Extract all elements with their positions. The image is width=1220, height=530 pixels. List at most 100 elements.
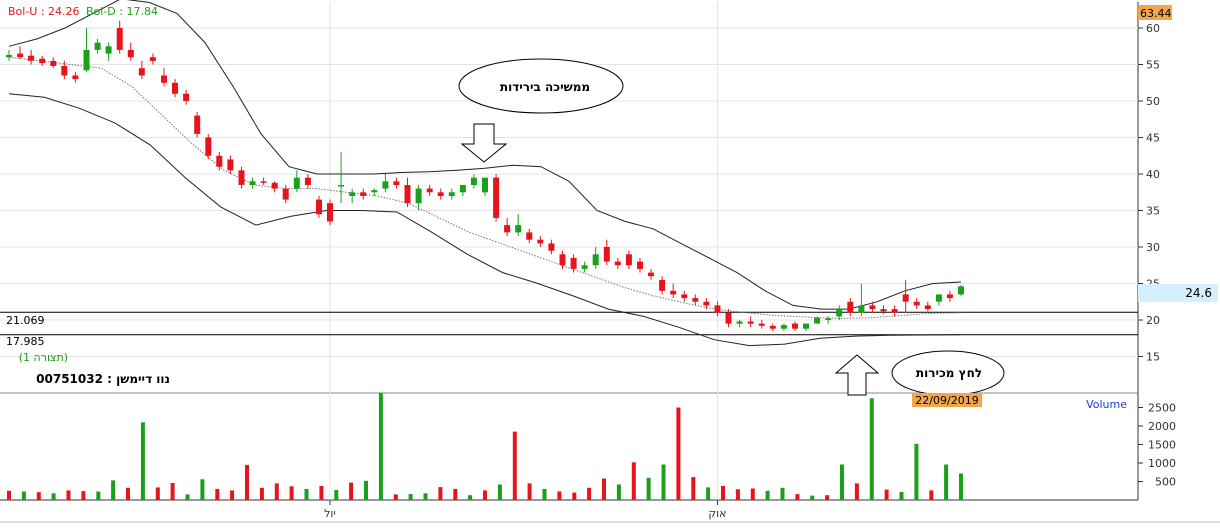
candle-body [360,192,367,196]
volume-bar [96,491,101,500]
volume-bar [840,464,844,500]
support-lines [0,311,1138,336]
volume-bar [765,490,770,501]
volume-bar [661,464,666,500]
volume-bar [423,493,428,500]
volume-bar [572,492,577,500]
volume-bar [408,494,413,500]
volume-bar [170,483,175,500]
candle-body [17,53,24,58]
date-label: 22/09/2019 [915,394,978,407]
candle-body [271,182,278,189]
candle-body [493,177,500,218]
candle-body [692,298,699,302]
candle-body [869,305,876,310]
candle-body [758,323,765,326]
candle-body [216,155,223,167]
candle-body [94,42,101,50]
candle-body [703,301,710,306]
candle-body [814,317,821,324]
volume-bar [631,462,636,500]
candle-body [415,188,422,204]
volume-bar [289,486,294,500]
price-tick-label: 20 [1146,314,1160,327]
candle-body [61,66,68,76]
view-label: (תצורה 1) [19,351,68,364]
volume-bar [929,490,934,500]
volume-bar [691,477,696,500]
volume-bar [706,487,711,500]
volume-tick-label: 1500 [1148,439,1176,452]
candle-body [316,199,322,215]
candle-body [736,321,743,324]
volume-bar [200,479,205,500]
candle-body [327,203,333,222]
volume-bar [215,488,220,500]
volume-bar [274,483,279,500]
candle-body [338,185,345,187]
candle-body [847,301,854,313]
annotation-bubble-down [458,58,624,114]
volume-bar [21,491,26,500]
candle-body [293,177,300,189]
candle-body [858,305,865,313]
current-price-value: 24.6 [1185,286,1212,300]
hline-label-1: 21.069 [6,314,45,327]
candle-body [659,279,666,291]
volume-bar [616,484,621,500]
candle-body [769,325,776,329]
candle-body [747,321,754,324]
volume-bar [66,490,71,500]
volume-bar [245,464,249,500]
volume-bar [334,490,339,500]
volume-bars [7,392,963,501]
bollinger-upper [8,0,962,310]
last-price-box [1138,5,1172,20]
candle-body [227,159,234,171]
price-tick-label: 30 [1146,241,1160,254]
volume-bar [795,494,800,500]
candle-body [50,60,57,66]
candle-body [282,188,289,200]
candle-body [603,247,610,262]
annotation-continue-down: ממשיכה בירידות [500,80,590,94]
date-box [912,393,982,407]
hline-label-2: 17.985 [6,335,45,348]
candle-body [614,261,621,266]
volume-bar [349,482,354,500]
volume-bar [140,422,145,500]
volume-bar [7,490,11,501]
legend-bol-u: Bol-U : 24.26 [8,5,80,18]
volume-bar [483,490,487,500]
candle-body [504,225,511,233]
candle-body [537,239,544,244]
candle-body [39,58,46,64]
volume-bar [721,485,725,500]
legend-bol-d: Bol-D : 17.84 [86,5,158,18]
candle-body [935,294,942,302]
volume-bar [259,487,264,500]
candle-body [260,181,267,183]
volume-bar [126,487,130,500]
volume-title: Volume [1086,398,1127,411]
price-tick-label: 60 [1146,22,1160,35]
candle-body [836,309,843,317]
candle-body [371,190,378,193]
time-labels: יול אוק [324,500,727,520]
candle-body [570,257,577,269]
volume-bar [602,478,606,500]
candle-body [116,28,123,50]
price-tick-label: 50 [1146,95,1160,108]
candle-body [625,254,632,266]
candle-body [172,82,178,94]
volume-bar [869,398,874,501]
volume-bar [185,494,190,500]
volume-bar [587,487,592,500]
current-price-box [1138,284,1218,302]
volume-bar [899,491,904,500]
annotation-selling-pressure: לחץ מכירות [916,366,982,380]
candle-body [194,115,201,134]
candles [6,20,964,331]
candle-body [470,177,477,185]
candle-body [238,170,245,185]
